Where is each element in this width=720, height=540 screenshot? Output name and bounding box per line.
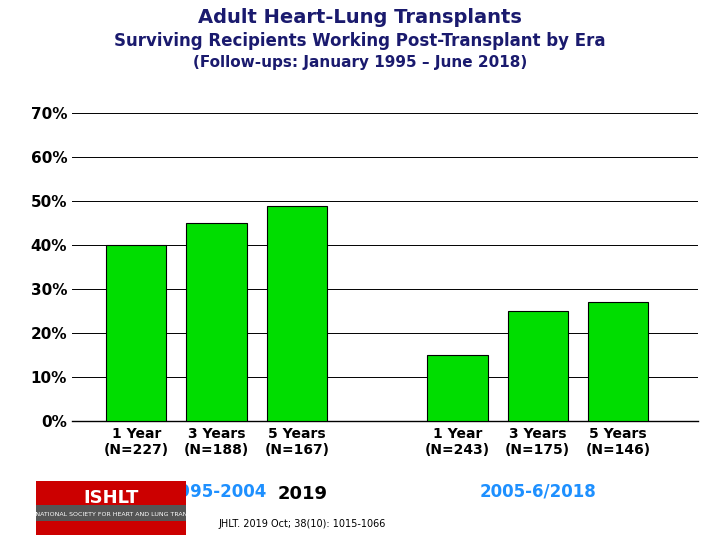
Text: Adult Heart-Lung Transplants: Adult Heart-Lung Transplants: [198, 8, 522, 27]
Text: 2019: 2019: [277, 485, 328, 503]
Bar: [508, 311, 568, 421]
Text: ISHLT • INTERNATIONAL SOCIETY FOR HEART AND LUNG TRANSPLANTATION: ISHLT • INTERNATIONAL SOCIETY FOR HEART …: [0, 511, 230, 517]
Bar: [186, 224, 247, 421]
Bar: [428, 355, 487, 421]
Text: JHLT. 2019 Oct; 38(10): 1015-1066: JHLT. 2019 Oct; 38(10): 1015-1066: [219, 519, 386, 529]
Bar: [106, 245, 166, 421]
Bar: [266, 206, 327, 421]
FancyBboxPatch shape: [36, 481, 186, 535]
Text: ISHLT: ISHLT: [84, 489, 139, 507]
Text: Surviving Recipients Working Post-Transplant by Era: Surviving Recipients Working Post-Transp…: [114, 32, 606, 50]
Text: 1995-2004: 1995-2004: [167, 483, 266, 501]
Text: (Follow-ups: January 1995 – June 2018): (Follow-ups: January 1995 – June 2018): [193, 55, 527, 70]
Bar: [588, 302, 648, 421]
Text: 2005-6/2018: 2005-6/2018: [480, 483, 596, 501]
FancyBboxPatch shape: [36, 505, 186, 521]
